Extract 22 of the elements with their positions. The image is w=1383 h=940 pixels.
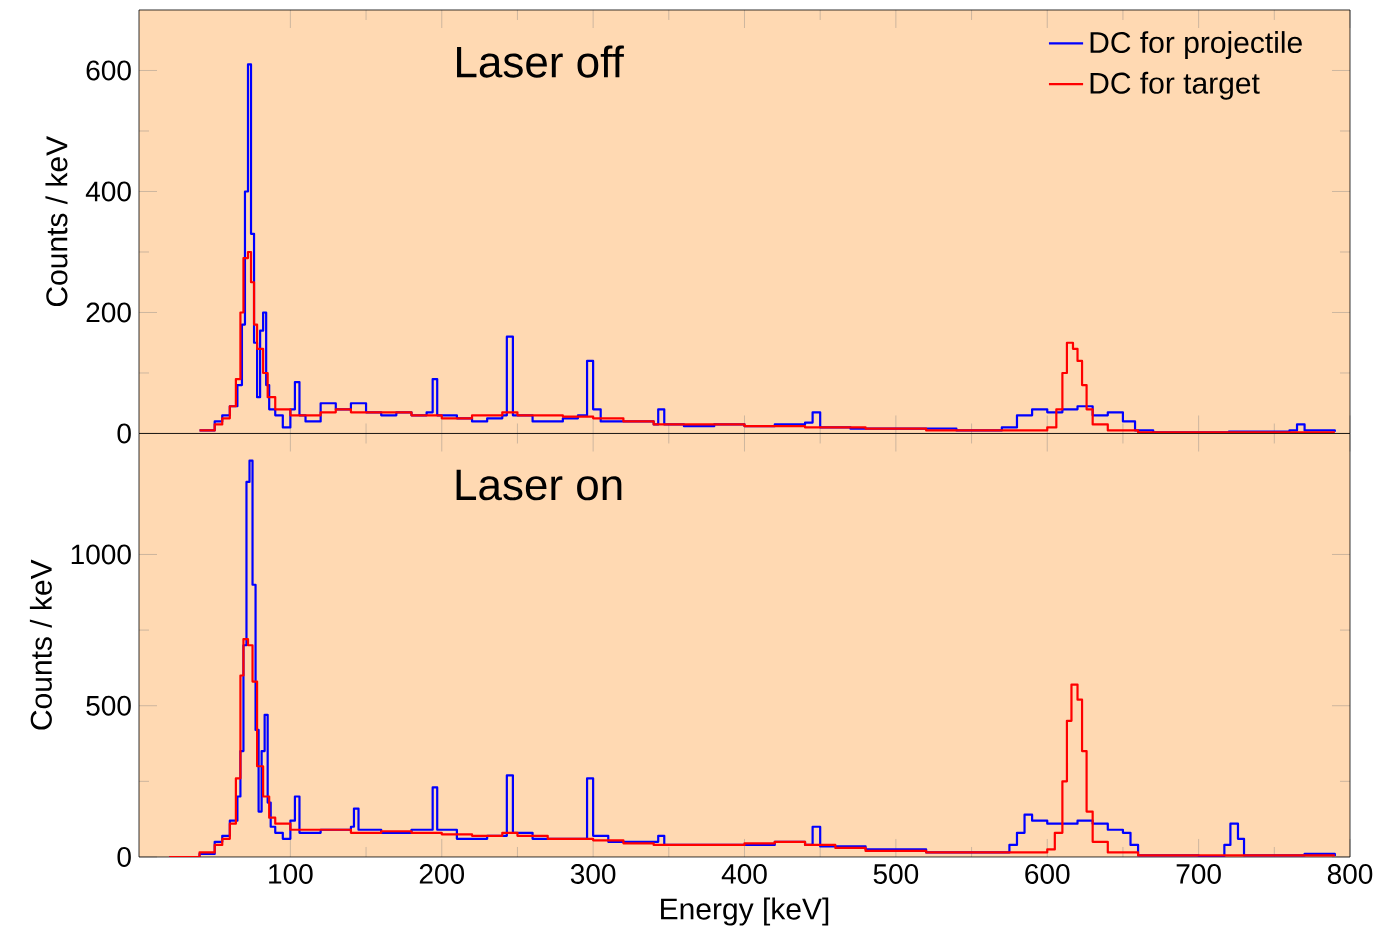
legend-label: DC for projectile (1090, 31, 1302, 60)
x-axis-title: Energy [keV] (661, 897, 829, 926)
legend-label: DC for target (1090, 71, 1260, 100)
x-tick-label: 400 (721, 864, 767, 884)
y-tick-label: 0 (117, 847, 131, 867)
y-axis-title: Counts / keV (45, 136, 68, 307)
y-axis-title: Counts / keV (29, 559, 52, 730)
x-tick-label: 800 (1327, 864, 1373, 884)
y-tick-label: 500 (86, 695, 131, 716)
y-tick-label: 200 (86, 302, 131, 323)
y-tick-label: 600 (86, 60, 131, 81)
text: Laser off (457, 45, 624, 78)
x-tick-label: 600 (1025, 864, 1070, 884)
y-tick-label: 1000 (71, 544, 131, 565)
y-tick-label: 400 (85, 181, 131, 202)
x-tick-label: 200 (419, 864, 465, 884)
x-tick-label: 300 (570, 864, 616, 884)
x-tick-label: 700 (1176, 864, 1221, 884)
text: Laser on (456, 469, 622, 501)
x-tick-label: 500 (873, 864, 919, 884)
x-tick-label: 100 (269, 864, 313, 884)
y-tick-label: 0 (117, 423, 131, 444)
